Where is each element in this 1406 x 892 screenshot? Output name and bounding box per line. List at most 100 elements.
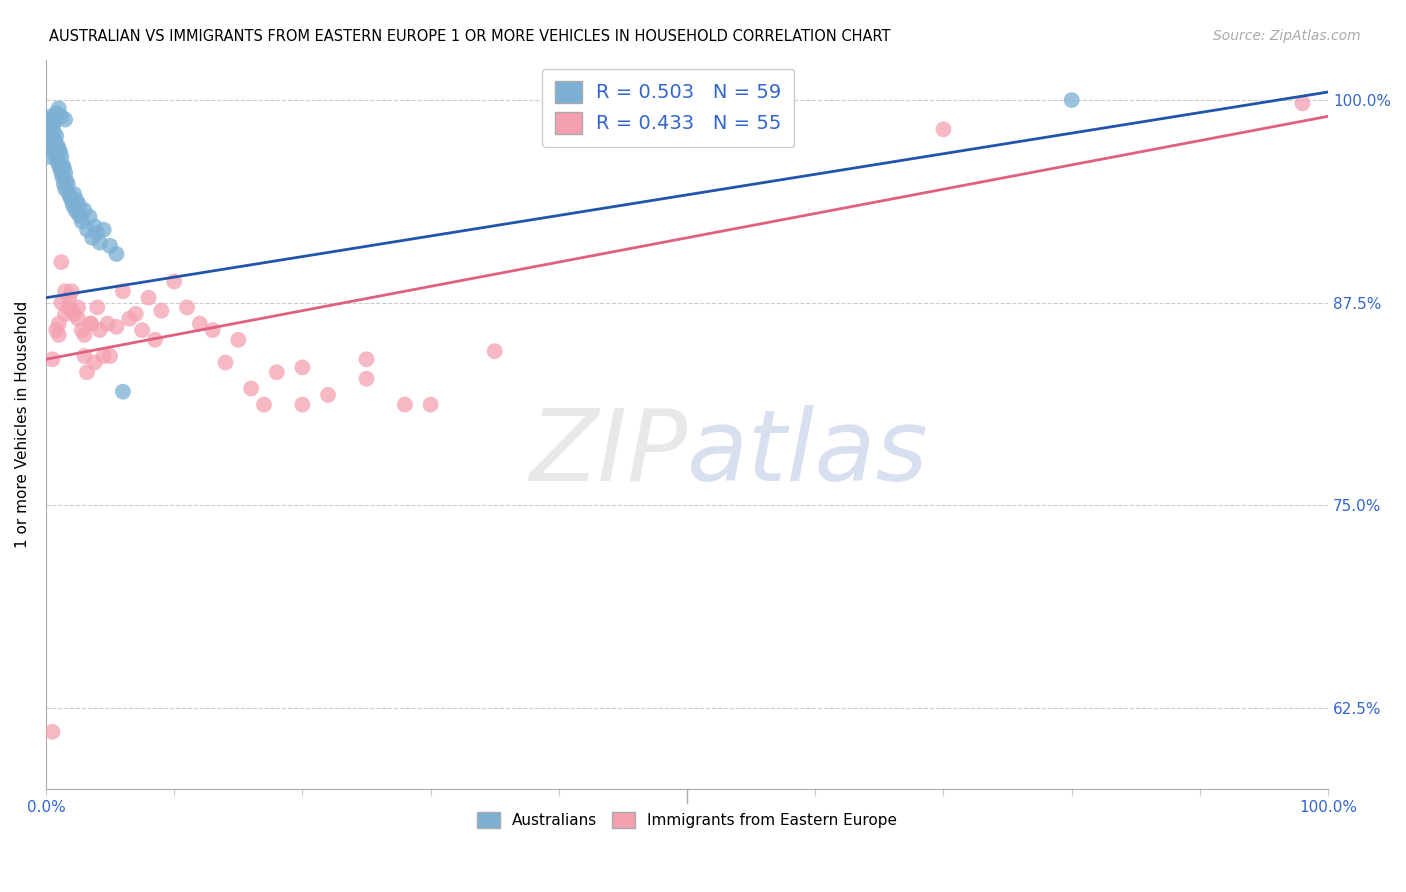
Point (39, 109, 62, 123)
Point (932, 122, 955, 136)
Point (51, 150, 73, 164)
Point (63, 187, 86, 202)
Point (83, 355, 105, 369)
Point (65, 203, 87, 218)
Point (53, 182, 76, 196)
Point (52, 161, 75, 175)
Point (86, 226, 108, 240)
Point (48, 317, 70, 331)
Point (316, 388, 339, 402)
Point (356, 372, 378, 386)
Point (63, 307, 86, 321)
Point (291, 360, 314, 375)
Point (42, 145, 65, 159)
Point (266, 365, 288, 379)
Point (83, 219, 105, 234)
Y-axis label: 1 or more Vehicles in Household: 1 or more Vehicles in Household (15, 301, 30, 548)
Point (45, 128, 67, 143)
Point (214, 355, 236, 369)
Point (53, 284, 76, 298)
Point (76, 222, 98, 236)
Point (41, 122, 63, 136)
Point (46, 154, 69, 169)
Point (52, 178, 75, 192)
Point (70, 214, 93, 228)
Point (48, 328, 70, 343)
Point (240, 381, 263, 395)
Point (105, 247, 128, 261)
Point (59, 190, 82, 204)
Point (60, 194, 83, 208)
Point (111, 384, 134, 399)
Point (143, 333, 166, 347)
Point (55, 174, 77, 188)
Point (62, 198, 84, 212)
Point (89, 323, 111, 337)
Point (73, 203, 96, 218)
Point (66, 301, 89, 315)
Legend: Australians, Immigrants from Eastern Europe: Australians, Immigrants from Eastern Eur… (470, 805, 905, 836)
Point (58, 291, 80, 305)
Point (76, 365, 98, 379)
Point (1291, 96, 1313, 111)
Text: AUSTRALIAN VS IMMIGRANTS FROM EASTERN EUROPE 1 OR MORE VEHICLES IN HOUSEHOLD COR: AUSTRALIAN VS IMMIGRANTS FROM EASTERN EU… (49, 29, 891, 44)
Point (48, 158, 70, 172)
Text: ZIP: ZIP (529, 405, 688, 501)
Point (44, 134, 66, 148)
Point (163, 275, 186, 289)
Point (125, 307, 148, 321)
Point (118, 311, 141, 326)
Point (44, 112, 66, 127)
Point (45, 106, 67, 120)
Point (394, 398, 416, 412)
Point (38, 138, 60, 153)
Point (60, 303, 83, 318)
Point (226, 333, 249, 347)
Point (38, 117, 60, 131)
Point (80, 317, 103, 331)
Point (73, 349, 96, 363)
Point (86, 301, 108, 315)
Point (111, 284, 134, 298)
Point (48, 142, 70, 156)
Point (49, 145, 72, 159)
Point (419, 398, 441, 412)
Point (44, 142, 66, 156)
Point (188, 317, 211, 331)
Point (41, 134, 63, 148)
Point (69, 210, 91, 224)
Point (89, 235, 111, 250)
Point (49, 161, 72, 175)
Point (82, 231, 104, 245)
Point (138, 291, 160, 305)
Point (79, 210, 101, 224)
Point (66, 311, 89, 326)
Point (98, 349, 121, 363)
Point (66, 194, 89, 208)
Point (56, 178, 79, 192)
Point (253, 398, 276, 412)
Point (53, 307, 76, 321)
Point (45, 150, 67, 164)
Point (51, 295, 73, 310)
Text: Source: ZipAtlas.com: Source: ZipAtlas.com (1213, 29, 1361, 43)
Point (38, 112, 60, 127)
Point (291, 398, 314, 412)
Point (93, 222, 115, 236)
Point (41, 352, 63, 367)
Point (176, 301, 198, 315)
Point (53, 166, 76, 180)
Point (1060, 93, 1083, 107)
Point (60, 284, 83, 298)
Point (150, 303, 173, 318)
Point (484, 344, 506, 359)
Point (58, 301, 80, 315)
Point (51, 109, 73, 123)
Point (356, 352, 378, 367)
Point (42, 117, 65, 131)
Point (98, 239, 121, 253)
Point (67, 198, 90, 212)
Point (96, 317, 118, 331)
Point (53, 112, 76, 127)
Point (48, 101, 70, 115)
